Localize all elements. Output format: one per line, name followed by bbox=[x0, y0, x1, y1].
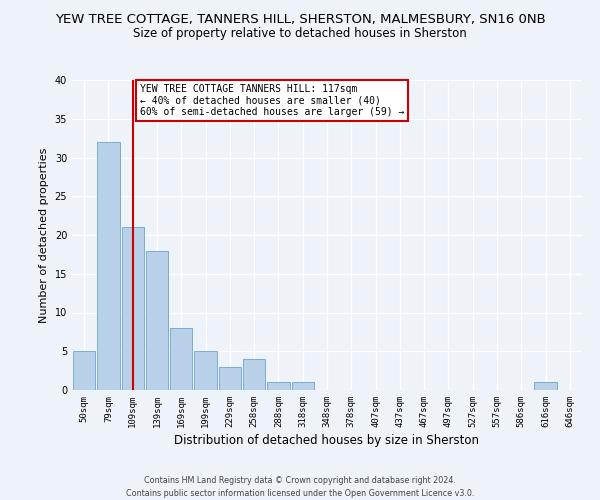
Bar bbox=[218, 367, 241, 390]
Text: Contains HM Land Registry data © Crown copyright and database right 2024.
Contai: Contains HM Land Registry data © Crown c… bbox=[126, 476, 474, 498]
Text: Size of property relative to detached houses in Sherston: Size of property relative to detached ho… bbox=[133, 28, 467, 40]
Text: YEW TREE COTTAGE, TANNERS HILL, SHERSTON, MALMESBURY, SN16 0NB: YEW TREE COTTAGE, TANNERS HILL, SHERSTON… bbox=[55, 12, 545, 26]
Text: YEW TREE COTTAGE TANNERS HILL: 117sqm
← 40% of detached houses are smaller (40)
: YEW TREE COTTAGE TANNERS HILL: 117sqm ← … bbox=[140, 84, 404, 117]
Bar bbox=[73, 351, 95, 390]
Bar bbox=[97, 142, 119, 390]
Bar bbox=[122, 227, 144, 390]
Bar bbox=[267, 382, 290, 390]
Bar bbox=[535, 382, 557, 390]
Bar bbox=[243, 359, 265, 390]
Bar bbox=[170, 328, 193, 390]
Bar bbox=[292, 382, 314, 390]
Y-axis label: Number of detached properties: Number of detached properties bbox=[39, 148, 49, 322]
Bar bbox=[146, 250, 168, 390]
X-axis label: Distribution of detached houses by size in Sherston: Distribution of detached houses by size … bbox=[175, 434, 479, 447]
Bar bbox=[194, 351, 217, 390]
